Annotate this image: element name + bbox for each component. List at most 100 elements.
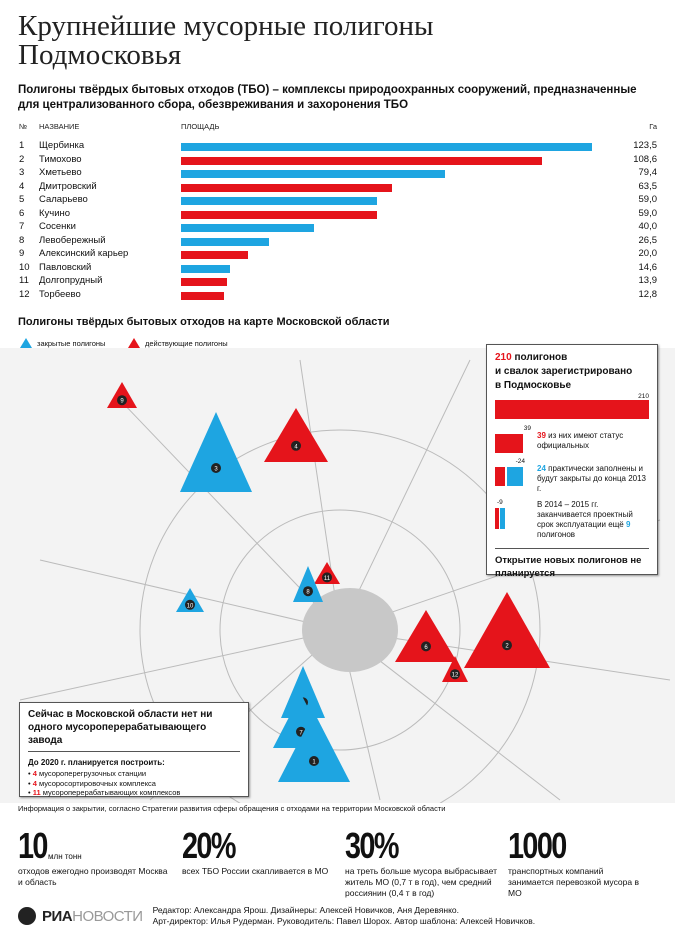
stat-number: 1000 (508, 825, 567, 866)
table-row: 10 Павловский 14,6 (0, 262, 675, 275)
table-row: 4 Дмитровский 63,5 (0, 181, 675, 194)
marker-number: 7 (299, 730, 303, 736)
plan-count: 4 (32, 778, 37, 788)
row-value: 14,6 (638, 261, 658, 273)
marker-number: 2 (505, 644, 509, 650)
row-value: 12,8 (638, 288, 658, 300)
table-row: 3 Хметьево 79,4 (0, 167, 675, 180)
landfill-marker-8 (293, 566, 323, 602)
marker-dot (450, 669, 460, 680)
subtitle: Полигоны твёрдых бытовых отходов (ТБО) –… (18, 84, 637, 111)
legend-active-label: действующие полигоны (145, 338, 228, 348)
table-row: 12 Торбеево 12,8 (0, 289, 675, 302)
row-name: Саларьево (39, 194, 88, 205)
row-name: Щербинка (39, 140, 85, 151)
page-title: Крупнейшие мусорные полигоны Подмосковья (18, 10, 434, 71)
red-triangle-icon (128, 338, 140, 348)
row-name: Дмитровский (39, 180, 97, 192)
stat-block: 20% всех ТБО России скапливается в МО (182, 828, 332, 877)
row-value: 59,0 (638, 194, 658, 205)
credits-line-1: Редактор: Александра Ярош. Дизайнеры: Ал… (152, 905, 459, 915)
row-name: Торбеево (39, 288, 81, 300)
table-row: 6 Кучино 59,0 (0, 208, 675, 221)
official-bar (495, 434, 523, 453)
row-number: 7 (19, 221, 25, 232)
row-number: 12 (19, 288, 30, 300)
closing-bar (507, 467, 523, 486)
stat-number: 10 (18, 825, 48, 866)
table-row: 9 Алексинский карьер 20,0 (0, 248, 675, 261)
row-value: 26,5 (638, 234, 658, 246)
plants-infobox: Сейчас в Московской области нет ни одног… (19, 702, 249, 797)
moscow-city (302, 588, 398, 672)
row-name: Тимохово (39, 153, 82, 165)
total-bar-label: 210 (638, 393, 649, 400)
closing-count: 24 (537, 464, 546, 473)
area-bar (181, 264, 230, 273)
official-text: 39 из них имеют статус официальных (537, 424, 649, 453)
row-number: 3 (19, 167, 25, 178)
credits-line-2: Арт-директор: Илья Рудерман. Руководител… (152, 916, 536, 926)
row-name: Хметьево (39, 167, 82, 178)
plan-title: До 2020 г. планируется построить: (28, 758, 165, 767)
ria-logo-icon (18, 907, 36, 925)
plan-text: мусороперегрузочных станции (36, 769, 147, 778)
total-text-2: и свалок зарегистрировано (495, 366, 633, 377)
plan-text: мусоросортировочных комплекса (36, 778, 156, 788)
area-bar (181, 197, 378, 205)
row-name: Алексинский карьер (39, 248, 129, 259)
legend-closed-label: закрытые полигоны (37, 338, 106, 348)
row-value: 108,6 (633, 153, 657, 165)
total-text: полигонов (511, 352, 568, 363)
stat-block: 10 млн тонн отходов ежегодно производят Мо… (18, 828, 168, 888)
marker-number: 3 (214, 467, 218, 473)
area-bar (181, 237, 270, 246)
closing-bar-red (495, 467, 505, 486)
marker-number: 9 (120, 399, 124, 405)
plan-count: 11 (32, 788, 41, 797)
row-value: 20,0 (638, 248, 658, 259)
row-number: 10 (19, 261, 30, 273)
legend-active: действующие полигоны (128, 338, 228, 348)
stats-infobox: 210 полигонов и свалок зарегистрировано … (486, 344, 658, 579)
marker-dot (211, 463, 221, 473)
official-count: 39 (537, 431, 546, 440)
row-name: Павловский (39, 261, 92, 273)
landfill-marker-3 (180, 412, 252, 492)
official-bar-label: 39 (523, 425, 531, 432)
marker-number: 10 (187, 603, 194, 609)
stat-block: 1000 транспортных компаний занимается пер… (508, 828, 648, 899)
legend-closed: закрытые полигоны (20, 338, 105, 348)
marker-number: 11 (324, 576, 331, 582)
area-bar (181, 183, 393, 192)
marker-dot (303, 586, 313, 597)
landfill-marker-5 (281, 666, 325, 718)
expiring-desc-2: полигонов (537, 530, 576, 539)
row-number: 1 (19, 140, 25, 151)
row-value: 123,5 (633, 140, 657, 151)
marker-dot (117, 395, 127, 406)
table-row: 7 Сосенки 40,0 (0, 221, 675, 234)
col-name: НАЗВАНИЕ (39, 122, 80, 131)
row-number: 2 (19, 153, 25, 165)
marker-number: 4 (294, 444, 298, 450)
landfill-marker-4 (264, 408, 328, 462)
col-unit: Га (649, 122, 657, 131)
area-bar (181, 251, 248, 259)
expiring-bar-label: -9 (497, 499, 503, 506)
row-number: 9 (19, 248, 25, 259)
marker-dot (322, 572, 332, 583)
closing-bar-label: -24 (515, 458, 525, 465)
row-name: Долгопрудный (39, 275, 103, 286)
row-name: Левобережный (39, 234, 106, 246)
col-area: ПЛОЩАДЬ (181, 122, 220, 131)
stat-text: на треть больше мусора выбрасывает жител… (345, 866, 498, 898)
stat-text: всех ТБО России скапливается в МО (182, 866, 329, 876)
area-bar (181, 156, 543, 165)
expiring-desc: В 2014 – 2015 гг. заканчивается проектны… (537, 500, 633, 529)
row-value: 59,0 (638, 207, 658, 219)
col-no: № (19, 122, 28, 131)
marker-dot (421, 641, 431, 652)
total-bar (495, 400, 649, 419)
total-text-3: в Подмосковье (495, 380, 572, 391)
